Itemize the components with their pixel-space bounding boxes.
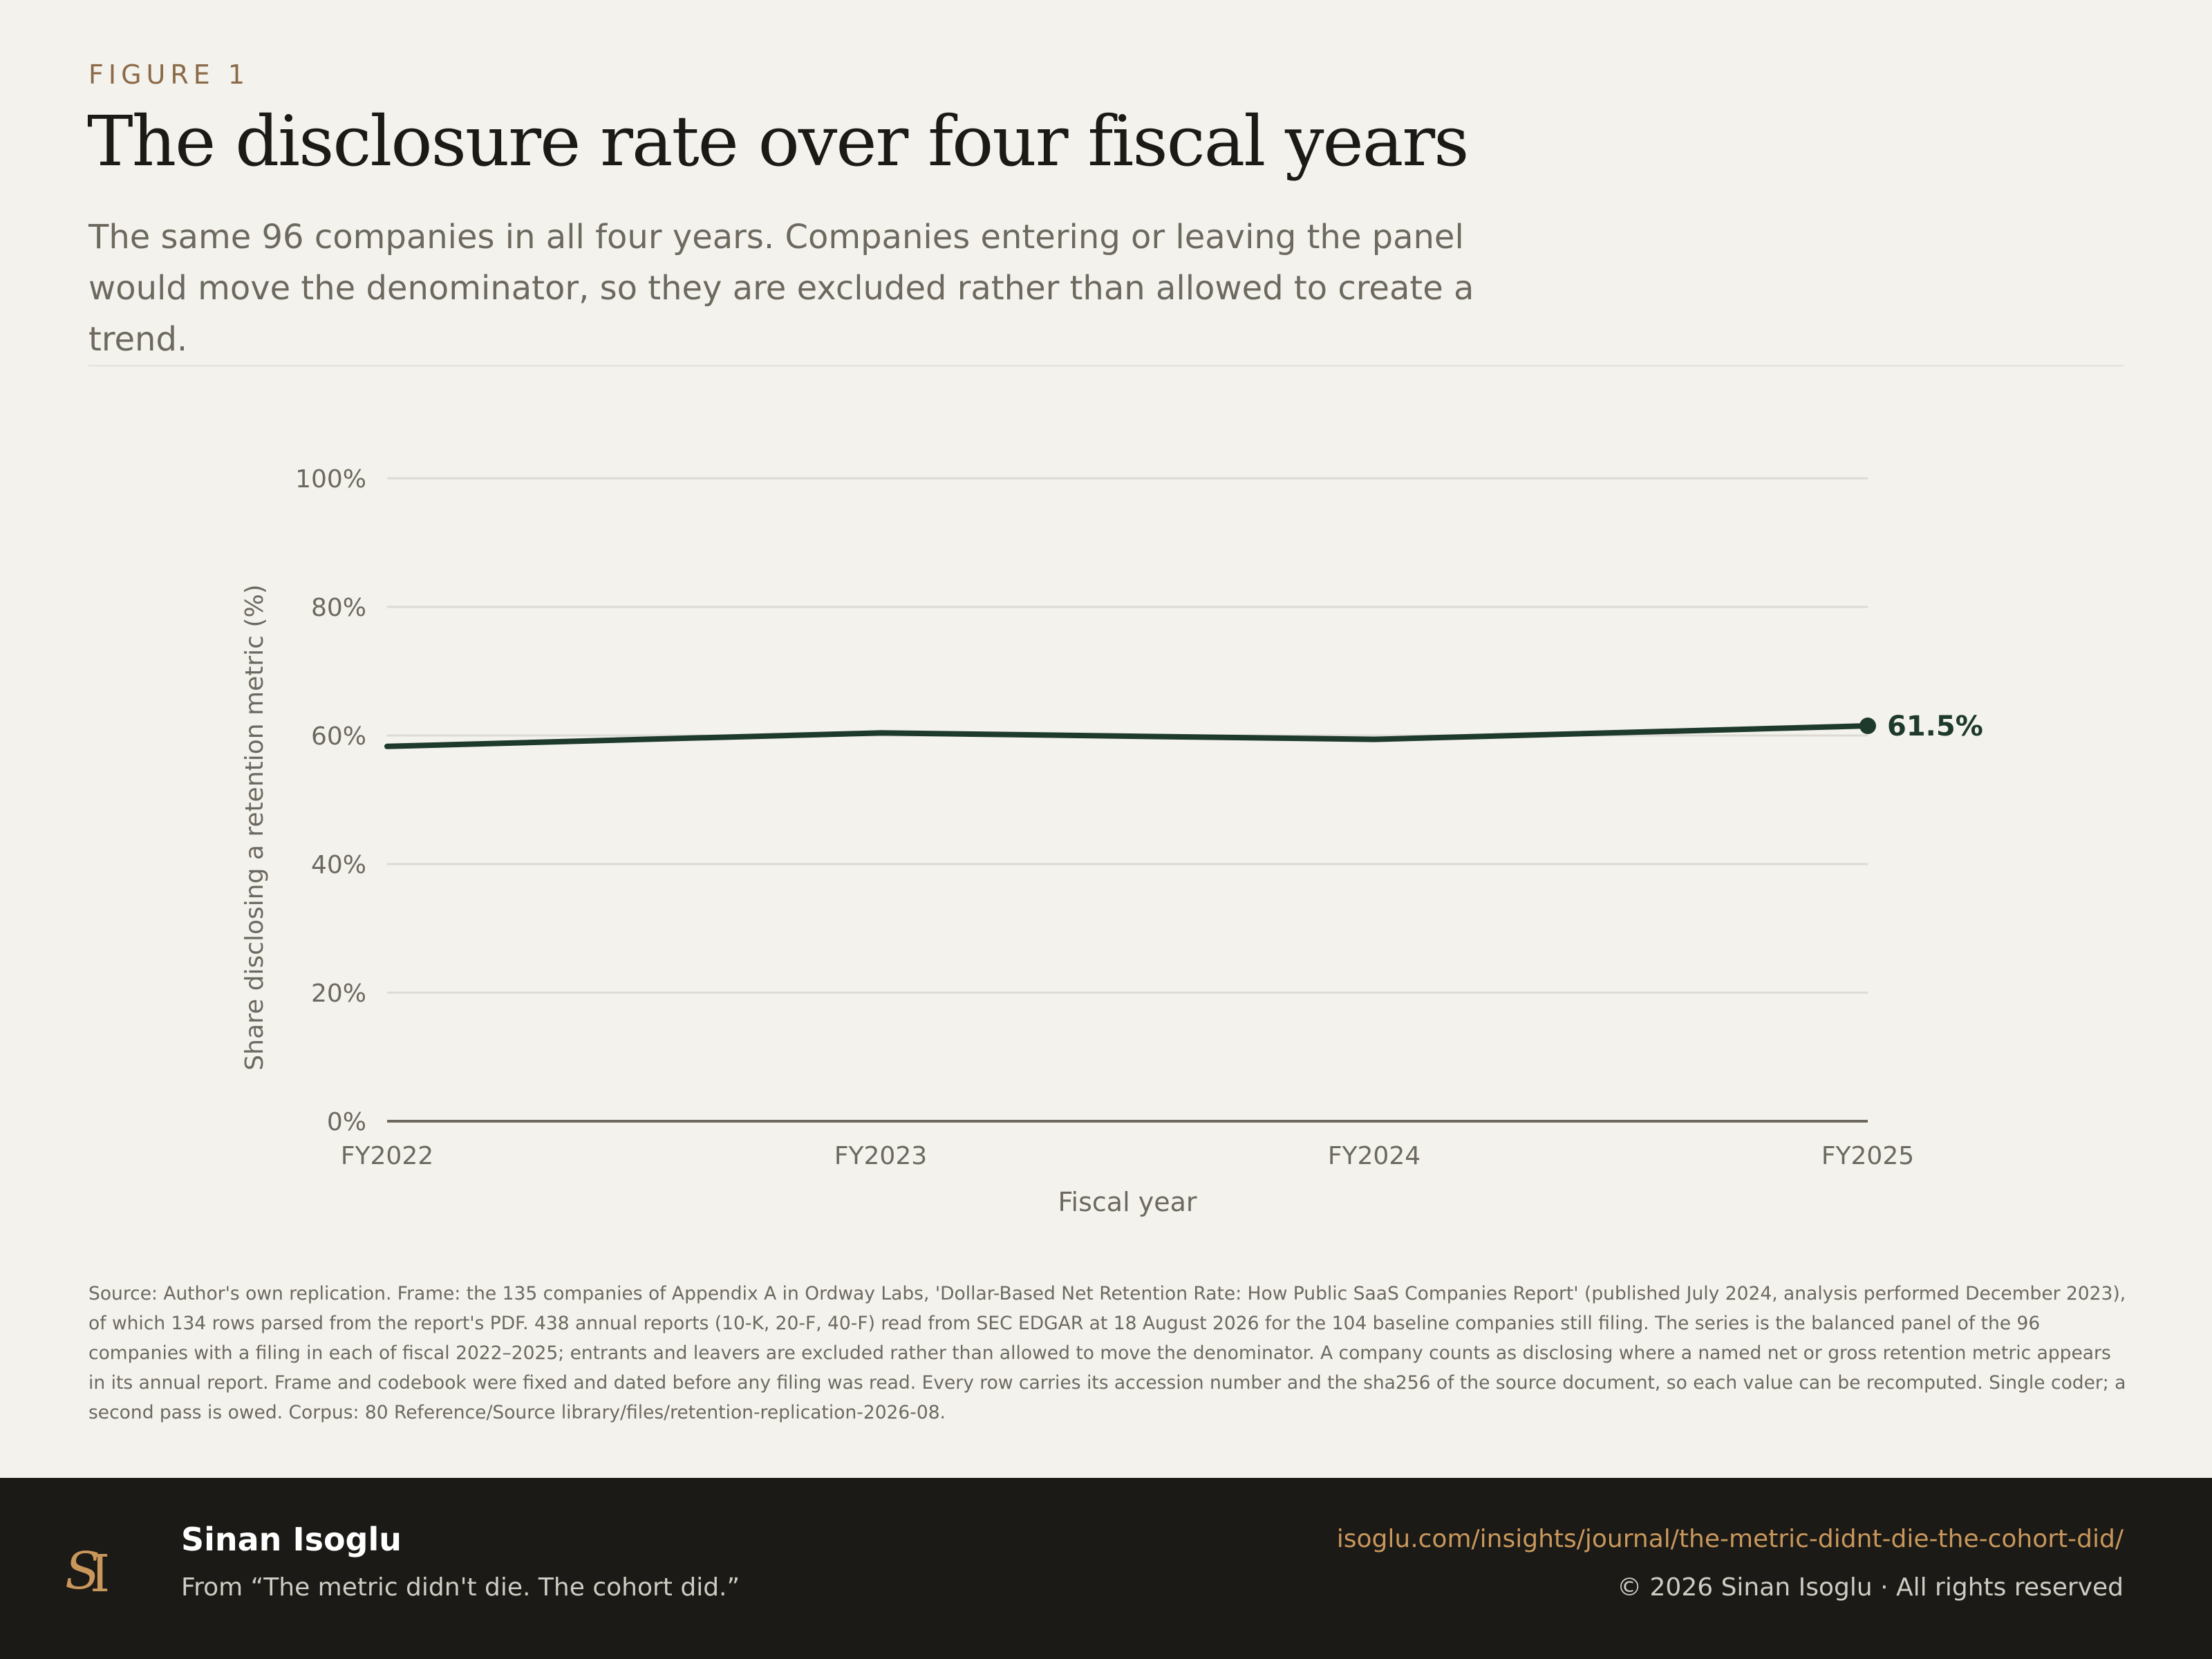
article-link[interactable]: isoglu.com/insights/journal/the-metric-d… (1336, 1525, 2124, 1553)
author-name: Sinan Isoglu (181, 1521, 402, 1558)
y-axis-title: Share disclosing a retention metric (%) (241, 584, 269, 1070)
y-tick-label: 0% (327, 1108, 366, 1136)
y-tick-label: 20% (311, 980, 366, 1008)
y-tick-label: 80% (311, 594, 366, 622)
end-value-label: 61.5% (1887, 711, 1983, 742)
page-title: The disclosure rate over four fiscal yea… (87, 101, 1469, 182)
svg-text:S: S (65, 1541, 100, 1601)
series-line (384, 723, 1871, 749)
subtitle: The same 96 companies in all four years.… (88, 218, 1474, 359)
end-point-marker (1859, 718, 1876, 735)
y-tick-label: 40% (311, 851, 366, 879)
figure-label: FIGURE 1 (88, 59, 250, 90)
line-chart: 0% 20% 40% 60% 80% 100% FY2022 FY2023 FY2024 FY20… (241, 465, 1983, 1217)
svg-text:I: I (90, 1544, 110, 1602)
y-tick-label: 60% (311, 722, 366, 751)
source-note: Source: Author's own replication. Frame:… (88, 1283, 2126, 1423)
article-reference: From “The metric didn't die. The cohort … (181, 1573, 740, 1602)
copyright: © 2026 Sinan Isoglu · All rights reserve… (1617, 1573, 2124, 1602)
x-tick-label: FY2022 (341, 1142, 433, 1170)
x-tick-label: FY2025 (1821, 1142, 1914, 1170)
divider (88, 365, 2124, 366)
x-axis-title: Fiscal year (1058, 1187, 1197, 1217)
x-tick-label: FY2023 (834, 1142, 927, 1170)
y-tick-label: 100% (295, 465, 366, 494)
footer: S I Sinan Isoglu From “The metric didn't… (0, 1478, 2212, 1659)
logo-monogram-icon: S I (65, 1541, 110, 1602)
x-tick-label: FY2024 (1328, 1142, 1421, 1170)
